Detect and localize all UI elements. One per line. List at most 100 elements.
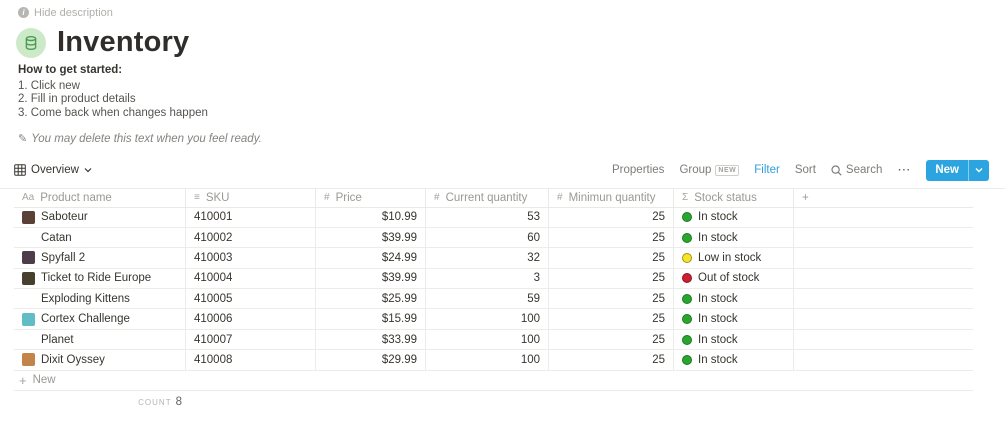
sku-cell[interactable]: 410005 <box>186 289 316 309</box>
table-row[interactable]: Planet 410007 $33.99 100 25 In stock <box>14 329 973 351</box>
minimum-quantity-cell[interactable]: 25 <box>549 227 674 248</box>
table-row[interactable]: Spyfall 2 410003 $24.99 32 25 Low in sto… <box>14 248 973 269</box>
properties-button[interactable]: Properties <box>612 164 665 176</box>
price-cell[interactable]: $15.99 <box>316 309 426 329</box>
status-label: Low in stock <box>698 251 762 264</box>
status-dot <box>682 334 692 345</box>
table-row[interactable]: Saboteur 410001 $10.99 53 25 In stock <box>14 207 973 228</box>
price-cell[interactable]: $10.99 <box>316 207 426 227</box>
search-button[interactable]: Search <box>831 164 882 176</box>
product-name-cell[interactable]: Exploding Kittens <box>14 289 186 309</box>
price-cell[interactable]: $24.99 <box>316 248 426 268</box>
current-quantity-cell[interactable]: 3 <box>426 268 549 289</box>
inventory-table: Aa Product name ≡ SKU # Price # Current … <box>14 188 973 413</box>
product-name-cell[interactable]: Catan <box>14 227 186 248</box>
status-label: In stock <box>698 292 738 305</box>
number-property-icon: # <box>557 192 563 203</box>
product-name-cell[interactable]: Spyfall 2 <box>14 248 186 268</box>
table-row[interactable]: Catan 410002 $39.99 60 25 In stock <box>14 227 973 249</box>
minimum-quantity-cell[interactable]: 25 <box>549 329 674 350</box>
minimum-quantity-cell[interactable]: 25 <box>549 248 674 268</box>
table-row[interactable]: Ticket to Ride Europe 410004 $39.99 3 25… <box>14 268 973 290</box>
filter-button[interactable]: Filter <box>754 164 780 176</box>
status-dot <box>682 293 692 304</box>
minimum-quantity-cell[interactable]: 25 <box>549 268 674 289</box>
product-name-cell[interactable]: Cortex Challenge <box>14 309 186 329</box>
status-dot <box>682 212 692 223</box>
minimum-quantity-cell[interactable]: 25 <box>549 207 674 227</box>
sort-button[interactable]: Sort <box>794 164 816 176</box>
view-tab-overview[interactable]: Overview <box>14 164 92 176</box>
table-row[interactable]: Dixit Oyssey 410008 $29.99 100 25 In sto… <box>14 350 973 371</box>
database-icon[interactable] <box>16 27 46 58</box>
new-row-button[interactable]: + New <box>14 371 973 391</box>
column-header[interactable]: # Minimun quantity <box>549 188 674 207</box>
product-name-cell[interactable]: Planet <box>14 329 186 350</box>
status-label: In stock <box>698 313 738 326</box>
column-header[interactable]: ≡ SKU <box>186 188 316 207</box>
column-header[interactable]: # Price <box>316 188 426 207</box>
status-label: In stock <box>698 333 738 346</box>
description-block[interactable]: How to get started: 1. Click new 2. Fill … <box>18 64 1005 147</box>
table-view-icon <box>14 164 26 176</box>
minimum-quantity-cell[interactable]: 25 <box>549 309 674 329</box>
status-label: Out of stock <box>698 272 760 285</box>
sku-cell[interactable]: 410008 <box>186 350 316 370</box>
sku-cell[interactable]: 410006 <box>186 309 316 329</box>
current-quantity-cell[interactable]: 32 <box>426 248 549 268</box>
column-header[interactable]: Σ Stock status <box>674 188 794 207</box>
sku-cell[interactable]: 410004 <box>186 268 316 289</box>
current-quantity-cell[interactable]: 53 <box>426 207 549 227</box>
product-name: Spyfall 2 <box>41 251 86 264</box>
price-cell[interactable]: $29.99 <box>316 350 426 370</box>
sku-cell[interactable]: 410007 <box>186 329 316 350</box>
column-header[interactable]: # Current quantity <box>426 188 549 207</box>
stock-status-cell[interactable]: In stock <box>674 227 794 248</box>
price-cell[interactable]: $25.99 <box>316 289 426 309</box>
formula-property-icon: Σ <box>682 192 689 203</box>
stock-status-cell[interactable]: In stock <box>674 329 794 350</box>
current-quantity-cell[interactable]: 100 <box>426 350 549 370</box>
current-quantity-cell[interactable]: 60 <box>426 227 549 248</box>
stock-status-cell[interactable]: Out of stock <box>674 268 794 289</box>
stock-status-cell[interactable]: In stock <box>674 289 794 309</box>
stock-status-cell[interactable]: Low in stock <box>674 248 794 268</box>
new-button-chevron[interactable] <box>969 167 989 173</box>
product-name-cell[interactable]: Saboteur <box>14 207 186 227</box>
empty-cell <box>794 269 973 288</box>
hide-description-button[interactable]: i Hide description <box>18 6 1005 19</box>
table-row[interactable]: Cortex Challenge 410006 $15.99 100 25 In… <box>14 309 973 330</box>
table-row[interactable]: Exploding Kittens 410005 $25.99 59 25 In… <box>14 289 973 310</box>
current-quantity-cell[interactable]: 100 <box>426 309 549 329</box>
info-icon: i <box>18 7 29 18</box>
stock-status-cell[interactable]: In stock <box>674 207 794 227</box>
sku-cell[interactable]: 410003 <box>186 248 316 268</box>
minimum-quantity-cell[interactable]: 25 <box>549 289 674 309</box>
product-name: Exploding Kittens <box>41 292 130 305</box>
stock-status-cell[interactable]: In stock <box>674 309 794 329</box>
product-thumbnail <box>22 312 35 326</box>
group-button[interactable]: Group NEW <box>679 164 740 176</box>
current-quantity-cell[interactable]: 59 <box>426 289 549 309</box>
price-cell[interactable]: $39.99 <box>316 268 426 289</box>
sku-cell[interactable]: 410002 <box>186 227 316 248</box>
product-name-cell[interactable]: Dixit Oyssey <box>14 350 186 370</box>
product-name-cell[interactable]: Ticket to Ride Europe <box>14 268 186 289</box>
status-label: In stock <box>698 211 738 224</box>
price-cell[interactable]: $39.99 <box>316 227 426 248</box>
empty-cell <box>794 208 973 227</box>
new-row-label: New <box>32 374 56 387</box>
add-column-button[interactable]: + <box>802 191 809 204</box>
sku-cell[interactable]: 410001 <box>186 207 316 227</box>
column-header[interactable]: Aa Product name <box>14 188 186 207</box>
product-name: Saboteur <box>41 211 88 224</box>
more-options-icon[interactable]: ⋯ <box>897 162 912 177</box>
stock-status-cell[interactable]: In stock <box>674 350 794 370</box>
new-button[interactable]: New <box>926 159 989 181</box>
product-thumbnail <box>22 251 35 265</box>
inventory-page: i Hide description Inventory How to get … <box>0 6 1005 413</box>
price-cell[interactable]: $33.99 <box>316 329 426 350</box>
current-quantity-cell[interactable]: 100 <box>426 329 549 350</box>
calculation-row[interactable]: COUNT 8 <box>14 391 973 413</box>
minimum-quantity-cell[interactable]: 25 <box>549 350 674 370</box>
